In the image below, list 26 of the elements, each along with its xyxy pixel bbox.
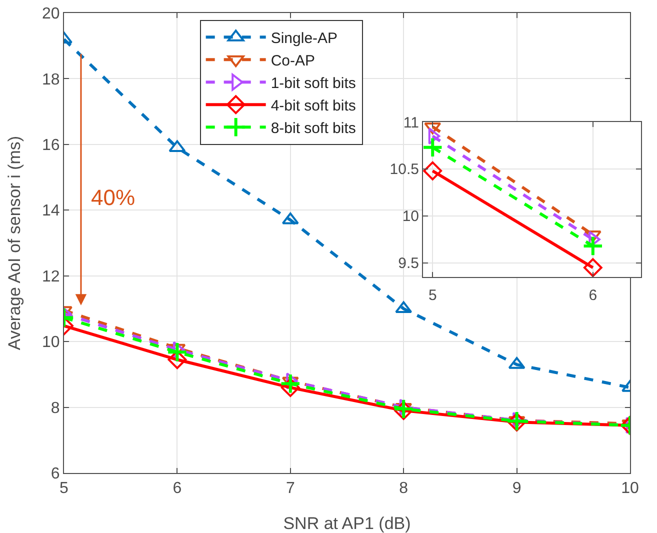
y-tick-label: 14 <box>42 202 60 220</box>
y-tick-label: 9.5 <box>398 255 419 272</box>
y-tick-label: 6 <box>50 466 60 483</box>
legend-label: 4-bit soft bits <box>270 98 356 114</box>
y-tick-label: 12 <box>42 268 60 286</box>
y-tick-label: 8 <box>50 400 60 417</box>
y-tick-label: 10 <box>42 334 60 352</box>
y-tick-label: 18 <box>42 71 60 88</box>
y-tick-label: 10 <box>402 208 419 226</box>
y-tick-label: 10.5 <box>390 161 419 178</box>
y-tick-label: 16 <box>42 137 60 154</box>
annotation: 40% <box>91 185 136 210</box>
y-tick-label: 11 <box>403 114 419 132</box>
legend-label: 8-bit soft bits <box>270 120 356 137</box>
x-tick-label: 7 <box>286 480 295 498</box>
y-tick-label: 20 <box>42 6 60 23</box>
legend-label: Co-AP <box>270 52 316 70</box>
x-tick-label: 10 <box>621 480 639 498</box>
legend-label: 1-bit soft bits <box>270 75 356 92</box>
x-tick-label: 5 <box>428 287 437 304</box>
x-axis-title: SNR at AP1 (dB) <box>283 514 411 533</box>
x-tick-label: 6 <box>172 480 182 498</box>
legend-label: Single-AP <box>270 30 338 47</box>
x-tick-label: 5 <box>60 480 69 498</box>
y-axis-title: Average AoI of sensor i (ms) <box>5 136 24 350</box>
x-tick-label: 9 <box>512 480 522 498</box>
